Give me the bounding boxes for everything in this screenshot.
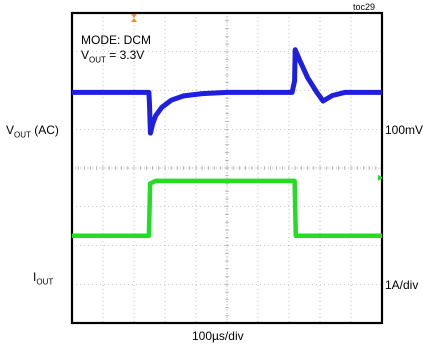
channel-2-label: IOUT xyxy=(33,270,53,289)
channel-1-scale: 100mV/div xyxy=(385,123,423,137)
vout-annotation-sub: OUT xyxy=(89,55,106,65)
vout-annotation-main: V xyxy=(81,48,90,62)
trigger-marker xyxy=(131,14,137,22)
vout-trace xyxy=(72,47,382,136)
x-axis-scale: 100µs/div xyxy=(192,329,244,343)
iout-trace xyxy=(72,178,382,239)
plot-frame xyxy=(70,11,384,325)
mode-annotation: MODE: DCM xyxy=(81,33,151,47)
vout-annotation: VOUT = 3.3V xyxy=(81,48,144,67)
figure-id: toc29 xyxy=(353,2,376,12)
channel-1-label-main: V xyxy=(6,123,15,137)
iout-offset-marker xyxy=(378,174,383,181)
channel-1-label: VOUT (AC) xyxy=(6,123,59,142)
channel-2-label-main: I xyxy=(33,270,37,284)
channel-1-label-suffix: (AC) xyxy=(30,123,59,137)
vout-annotation-value: = 3.3V xyxy=(105,48,145,62)
channel-2-label-sub: OUT xyxy=(36,277,54,287)
channel-1-label-sub: OUT xyxy=(14,130,31,140)
channel-2-scale: 1A/div xyxy=(385,278,419,292)
